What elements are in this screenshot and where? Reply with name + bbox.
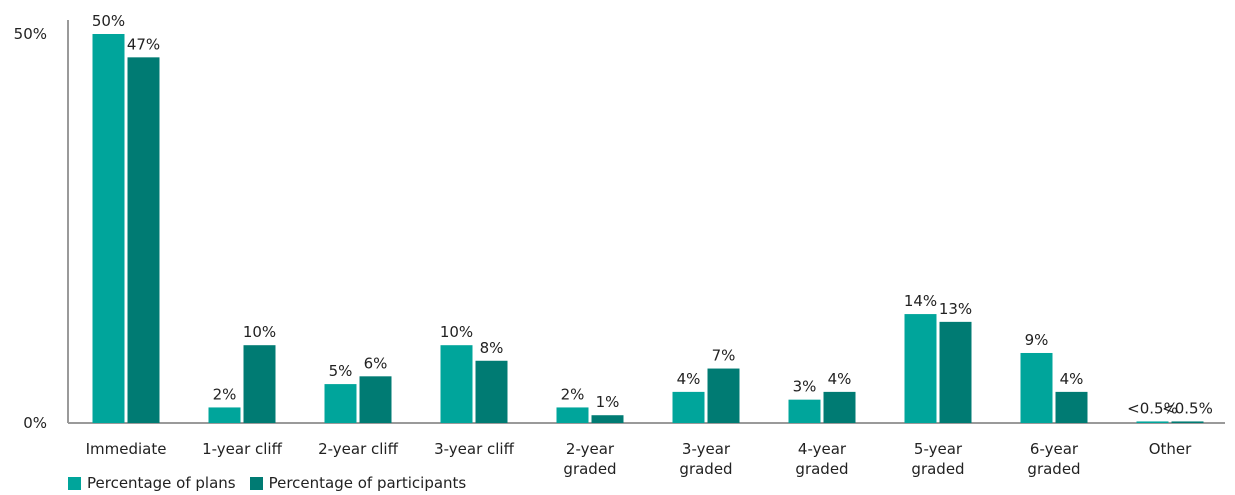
- y-tick-label: 50%: [14, 25, 47, 43]
- bar-participants: [591, 415, 624, 423]
- data-label: 13%: [939, 300, 972, 318]
- data-label: 2%: [213, 385, 237, 403]
- bar-participants: [359, 376, 392, 423]
- data-label: <0.5%: [1127, 399, 1178, 417]
- bar-plans: [556, 407, 589, 423]
- x-category-label: 3-year graded: [679, 440, 732, 478]
- data-label: 8%: [480, 339, 504, 357]
- bar-participants: [243, 345, 276, 423]
- x-category-label: 1-year cliff: [202, 440, 283, 458]
- x-category-label: 3-year cliff: [434, 440, 515, 458]
- data-label: 2%: [561, 385, 585, 403]
- data-label: 10%: [440, 323, 473, 341]
- bar-plans: [208, 407, 241, 423]
- bar-plans: [672, 391, 705, 423]
- legend-label-plans: Percentage of plans: [87, 474, 236, 492]
- data-label: 4%: [1060, 370, 1084, 388]
- bar-plans: [440, 345, 473, 423]
- x-category-label: Immediate: [86, 440, 167, 458]
- x-category-label: 2-year graded: [563, 440, 616, 478]
- legend-label-participants: Percentage of participants: [268, 474, 467, 492]
- bar-plans: [92, 34, 125, 423]
- bar-participants: [1171, 421, 1204, 423]
- bar-participants: [823, 391, 856, 423]
- legend-item-participants: Percentage of participants: [249, 474, 467, 492]
- bar-plans: [904, 314, 937, 423]
- bar-participants: [127, 57, 160, 424]
- data-label: <0.5%: [1162, 399, 1213, 417]
- x-category-label: 6-year graded: [1027, 440, 1080, 478]
- data-label: 50%: [92, 12, 125, 30]
- data-label: 14%: [904, 292, 937, 310]
- legend-item-plans: Percentage of plans: [68, 474, 236, 492]
- data-label: 47%: [127, 35, 160, 53]
- legend-swatch-plans: [68, 476, 81, 490]
- data-label: 4%: [677, 370, 701, 388]
- data-label: 3%: [793, 378, 817, 396]
- y-tick-label: 0%: [23, 414, 47, 432]
- data-label: 6%: [364, 354, 388, 372]
- data-label: 10%: [243, 323, 276, 341]
- data-label: 9%: [1025, 331, 1049, 349]
- x-category-label: 5-year graded: [911, 440, 964, 478]
- data-label: 7%: [712, 347, 736, 365]
- bar-plans: [324, 384, 357, 423]
- bar-plans: [1020, 352, 1053, 423]
- data-label: 5%: [329, 362, 353, 380]
- bar-participants: [1055, 391, 1088, 423]
- x-category-label: 4-year graded: [795, 440, 848, 478]
- x-category-label: 2-year cliff: [318, 440, 399, 458]
- bar-participants: [707, 368, 740, 423]
- data-label: 4%: [828, 370, 852, 388]
- bar-plans: [1136, 421, 1169, 423]
- bar-plans: [788, 399, 821, 423]
- bar-participants: [939, 321, 972, 423]
- legend: Percentage of plans Percentage of partic…: [68, 474, 480, 492]
- x-category-label: Other: [1149, 440, 1192, 458]
- bar-participants: [475, 360, 508, 423]
- legend-swatch-participants: [249, 476, 263, 490]
- data-label: 1%: [596, 393, 620, 411]
